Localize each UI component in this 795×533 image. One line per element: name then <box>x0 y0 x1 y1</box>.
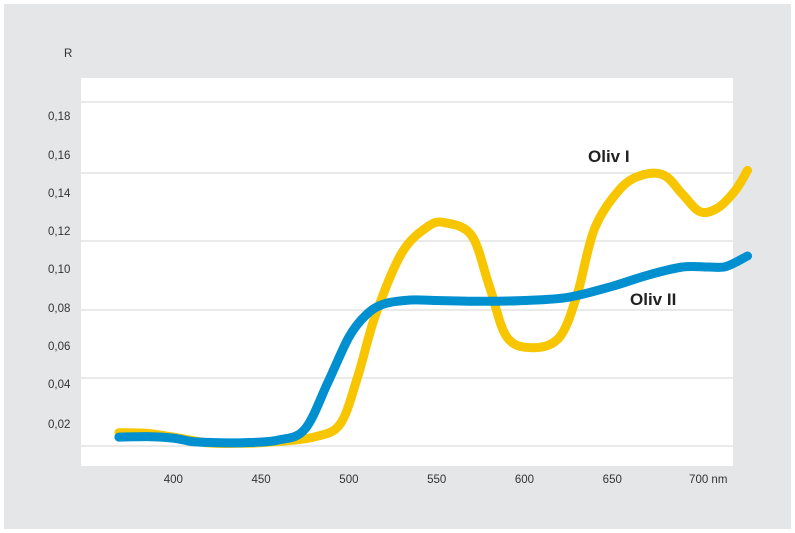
x-tick-label: 400 <box>164 474 183 486</box>
x-tick-label: 650 <box>603 474 622 486</box>
plot-area <box>81 78 733 466</box>
y-tick-label: 0,08 <box>48 303 70 315</box>
x-tick-label: 450 <box>252 474 271 486</box>
series-label-oliv-i: Oliv I <box>588 147 630 166</box>
y-tick-label: 0,10 <box>48 264 70 276</box>
x-axis-ticks: 400 450 500 550 600 650 700 nm <box>164 474 728 486</box>
y-tick-label: 0,14 <box>48 188 71 200</box>
y-axis-label: R <box>64 48 72 60</box>
y-tick-label: 0,04 <box>48 379 71 391</box>
y-tick-label: 0,18 <box>48 111 70 123</box>
series-line-oliv-ii <box>114 251 752 448</box>
x-tick-label: 600 <box>515 474 534 486</box>
y-tick-label: 0,12 <box>48 226 70 238</box>
x-tick-label: 550 <box>427 474 446 486</box>
y-tick-label: 0,06 <box>48 341 70 353</box>
series <box>114 165 752 449</box>
series-label-oliv-ii: Oliv II <box>630 290 676 309</box>
y-tick-label: 0,02 <box>48 419 70 431</box>
y-axis-ticks: 0,02 0,04 0,06 0,08 0,10 0,12 0,14 0,16 0,18 <box>48 111 71 431</box>
x-tick-label: 500 <box>339 474 358 486</box>
x-tick-label: 700 nm <box>689 474 727 486</box>
y-tick-label: 0,16 <box>48 150 70 162</box>
